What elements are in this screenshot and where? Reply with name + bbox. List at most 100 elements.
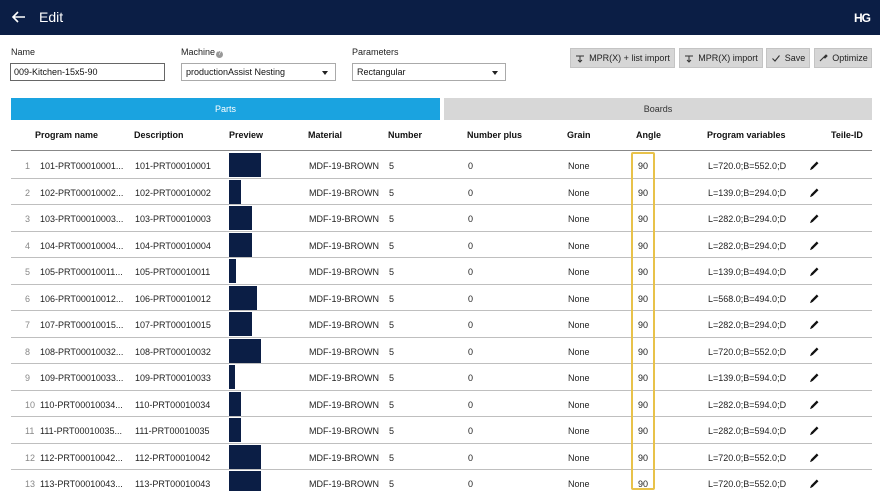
angle-cell: 90	[638, 240, 649, 251]
grain-cell: None	[568, 267, 590, 277]
program-variables-cell: L=139.0;B=494.0;D	[708, 267, 787, 277]
number-cell: 5	[389, 320, 395, 330]
check-icon	[771, 55, 780, 62]
parameters-select[interactable]: Rectangular	[352, 63, 506, 81]
program-variables-cell: L=282.0;B=594.0;D	[708, 426, 787, 436]
column-header-program-variables[interactable]: Program variables	[707, 130, 786, 140]
optimize-button[interactable]: Optimize	[814, 48, 872, 68]
material-cell: MDF-19-BROWN	[309, 373, 379, 383]
column-header-grain[interactable]: Grain	[567, 130, 591, 140]
tab-boards[interactable]: Boards	[444, 98, 872, 120]
material-cell: MDF-19-BROWN	[309, 240, 379, 251]
help-icon[interactable]: ?	[216, 51, 224, 58]
column-header-teile-id[interactable]: Teile-ID	[831, 130, 863, 140]
program-variables-cell: L=720.0;B=552.0;D	[708, 452, 787, 463]
table-row[interactable]: 8 108-PRT00010032... 108-PRT00010032 MDF-19…	[11, 338, 872, 364]
number-cell: 5	[389, 479, 395, 489]
edit-pencil-icon[interactable]	[809, 319, 820, 330]
table-row[interactable]: 3 103-PRT00010003... 103-PRT00010003 MDF-19…	[11, 205, 872, 232]
program-variables-cell: L=139.0;B=594.0;D	[708, 373, 787, 383]
edit-pencil-icon[interactable]	[809, 266, 820, 277]
edit-pencil-icon[interactable]	[809, 213, 820, 224]
chevron-down-icon	[492, 71, 498, 75]
material-cell: MDF-19-BROWN	[309, 293, 379, 304]
angle-cell: 90	[638, 320, 649, 330]
description-cell: 103-PRT00010003	[135, 214, 211, 224]
edit-pencil-icon[interactable]	[809, 452, 820, 463]
number-plus-cell: 0	[468, 346, 474, 357]
edit-pencil-icon[interactable]	[809, 372, 820, 383]
material-cell: MDF-19-BROWN	[309, 346, 379, 357]
row-index: 4	[25, 240, 31, 251]
description-cell: 112-PRT00010042	[135, 452, 211, 463]
program-name-cell: 111-PRT00010035...	[40, 426, 123, 436]
edit-pencil-icon[interactable]	[809, 187, 820, 198]
part-preview	[229, 418, 241, 442]
name-input[interactable]: 009-Kitchen-15x5-90	[10, 63, 165, 81]
edit-pencil-icon[interactable]	[809, 160, 820, 171]
table-row[interactable]: 4 104-PRT00010004... 104-PRT00010004 MDF-19…	[11, 232, 872, 258]
number-plus-cell: 0	[468, 240, 474, 251]
tab-parts[interactable]: Parts	[11, 98, 440, 120]
row-index: 2	[25, 187, 31, 198]
angle-cell: 90	[638, 373, 649, 383]
description-cell: 111-PRT00010035	[135, 426, 210, 436]
table-row[interactable]: 13 113-PRT00010043... 113-PRT00010043 MDF-1…	[11, 470, 872, 491]
column-header-program-name[interactable]: Program name	[35, 130, 99, 140]
number-plus-cell: 0	[468, 426, 474, 436]
edit-pencil-icon[interactable]	[809, 293, 820, 304]
angle-cell: 90	[638, 426, 649, 436]
machine-label: Machine?	[181, 47, 224, 58]
number-plus-cell: 0	[468, 399, 474, 410]
table-row[interactable]: 6 106-PRT00010012... 106-PRT00010012 MDF-19…	[11, 285, 872, 311]
table-row[interactable]: 10 110-PRT00010034... 110-PRT00010034 MDF-1…	[11, 391, 872, 417]
description-cell: 108-PRT00010032	[135, 346, 211, 357]
part-preview	[229, 338, 261, 363]
angle-cell: 90	[638, 267, 649, 277]
column-header-preview[interactable]: Preview	[229, 130, 264, 140]
number-plus-cell: 0	[468, 373, 474, 383]
row-index: 6	[25, 293, 31, 304]
description-cell: 106-PRT00010012	[135, 293, 211, 304]
table-row[interactable]: 1 101-PRT00010001... 101-PRT00010001 MDF-19…	[11, 152, 872, 179]
edit-pencil-icon[interactable]	[809, 399, 820, 410]
program-variables-cell: L=568.0;B=494.0;D	[708, 293, 787, 304]
column-header-material[interactable]: Material	[308, 130, 343, 140]
save-button[interactable]: Save	[766, 48, 810, 68]
edit-pencil-icon[interactable]	[809, 240, 820, 251]
angle-cell: 90	[638, 399, 649, 410]
material-cell: MDF-19-BROWN	[309, 479, 379, 489]
table-row[interactable]: 5 105-PRT00010011... 105-PRT00010011 MDF-19…	[11, 258, 872, 285]
table-row[interactable]: 12 112-PRT00010042... 112-PRT00010042 MDF-1…	[11, 444, 872, 470]
table-row[interactable]: 2 102-PRT00010002... 102-PRT00010002 MDF-19…	[11, 179, 872, 205]
number-plus-cell: 0	[468, 452, 474, 463]
mpr-list-import-button[interactable]: MPR(X) + list import	[570, 48, 675, 68]
number-plus-cell: 0	[468, 267, 474, 277]
mpr-import-button[interactable]: MPR(X) import	[679, 48, 763, 68]
column-header-number-plus[interactable]: Number plus	[467, 130, 523, 140]
row-index: 7	[25, 320, 31, 330]
column-header-number[interactable]: Number	[388, 130, 423, 140]
description-cell: 109-PRT00010033	[135, 373, 211, 383]
angle-column-highlight	[631, 152, 655, 490]
edit-pencil-icon[interactable]	[809, 478, 820, 489]
program-variables-cell: L=139.0;B=294.0;D	[708, 187, 787, 198]
program-name-cell: 101-PRT00010001...	[40, 161, 124, 171]
table-row[interactable]: 11 111-PRT00010035... 111-PRT00010035 MDF-1…	[11, 417, 872, 444]
grain-cell: None	[568, 161, 590, 171]
column-header-angle[interactable]: Angle	[636, 130, 662, 140]
machine-select[interactable]: productionAssist Nesting	[181, 63, 336, 81]
table-row[interactable]: 7 107-PRT00010015... 107-PRT00010015 MDF-19…	[11, 311, 872, 338]
edit-pencil-icon[interactable]	[809, 346, 820, 357]
number-plus-cell: 0	[468, 293, 474, 304]
edit-pencil-icon[interactable]	[809, 425, 820, 436]
number-plus-cell: 0	[468, 320, 474, 330]
column-header-description[interactable]: Description	[134, 130, 184, 140]
table-row[interactable]: 9 109-PRT00010033... 109-PRT00010033 MDF-19…	[11, 364, 872, 391]
program-variables-cell: L=720.0;B=552.0;D	[708, 161, 787, 171]
back-arrow-icon[interactable]	[11, 9, 27, 25]
material-cell: MDF-19-BROWN	[309, 426, 379, 436]
description-cell: 107-PRT00010015	[135, 320, 211, 330]
angle-cell: 90	[638, 214, 649, 224]
part-preview	[229, 259, 236, 283]
